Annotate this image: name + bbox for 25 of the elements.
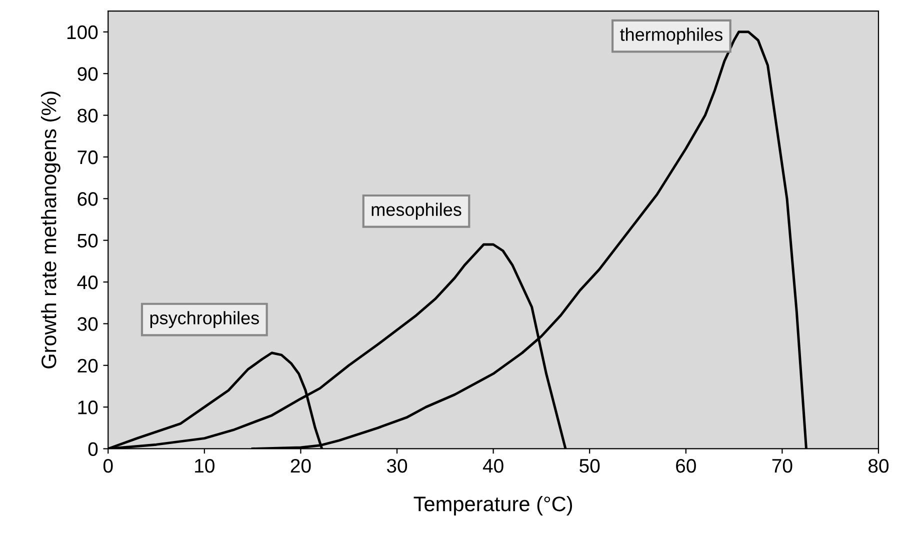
series-label: psychrophiles <box>150 311 259 328</box>
y-tick-label: 30 <box>78 317 98 331</box>
x-tick-label: 10 <box>195 458 214 473</box>
x-tick-label: 60 <box>676 458 696 473</box>
y-tick-label: 100 <box>67 25 98 40</box>
y-tick-label: 10 <box>78 400 98 414</box>
x-axis-title: Temperature (°C) <box>414 496 572 516</box>
y-tick-label: 20 <box>78 358 98 373</box>
x-tick-label: 80 <box>868 458 889 473</box>
y-tick-label: 80 <box>78 108 98 123</box>
y-tick-label: 70 <box>78 150 98 164</box>
x-tick-label: 0 <box>103 458 113 473</box>
series-label: thermophiles <box>620 28 722 45</box>
y-tick-label: 50 <box>78 234 98 248</box>
y-tick-label: 60 <box>78 192 98 206</box>
x-tick-label: 40 <box>482 458 504 473</box>
y-tick-label: 40 <box>77 275 98 290</box>
series-label: mesophiles <box>372 202 462 220</box>
x-tick-label: 30 <box>386 458 408 473</box>
y-tick-label: 0 <box>88 442 98 456</box>
x-tick-label: 70 <box>772 458 792 473</box>
y-axis-title: Growth rate methanogens (%) <box>40 92 60 368</box>
x-tick-label: 20 <box>290 458 311 473</box>
y-tick-label: 90 <box>78 67 98 81</box>
x-tick-label: 50 <box>580 458 600 473</box>
